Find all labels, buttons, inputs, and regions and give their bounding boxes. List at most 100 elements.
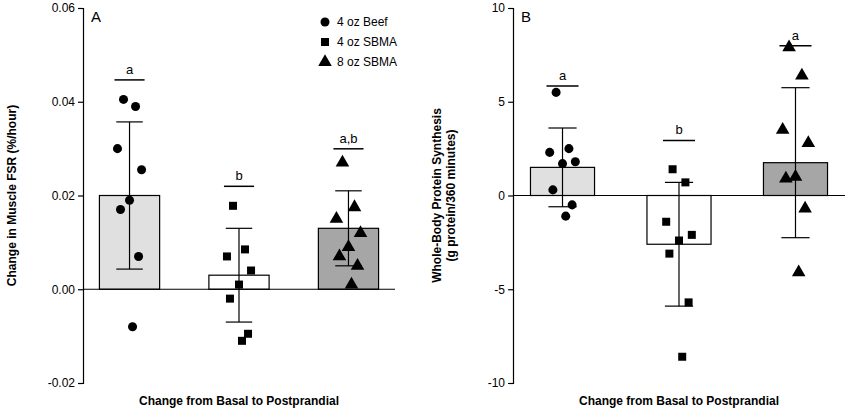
y-axis-title: Change in Muscle FSR (%/hour) <box>5 105 19 286</box>
data-point <box>333 249 347 261</box>
tick: 0 <box>498 189 513 203</box>
data-point <box>545 148 554 157</box>
annotation: a <box>559 68 567 83</box>
data-point <box>675 237 683 245</box>
panel: aba,b-0.020.000.020.040.06AChange from B… <box>5 1 397 408</box>
y-axis-line <box>508 9 514 384</box>
legend-label: 8 oz SBMA <box>337 55 397 69</box>
data-point <box>798 201 812 213</box>
error-cap <box>116 121 142 122</box>
data-point <box>229 202 237 210</box>
data-point <box>247 267 255 275</box>
legend-marker <box>320 17 329 26</box>
tick-mark <box>508 195 513 196</box>
error-cap <box>116 268 142 269</box>
tick-mark <box>78 8 83 9</box>
tick: -0.02 <box>48 376 83 390</box>
legend-label: 4 oz SBMA <box>337 35 397 49</box>
tick-label: -0.02 <box>48 376 76 390</box>
data-point <box>116 205 125 214</box>
legend: 4 oz Beef 4 oz SBMA 8 oz SBMA <box>318 15 397 69</box>
tick-label: 5 <box>498 95 505 109</box>
data-point <box>238 337 246 345</box>
annotation: a <box>126 62 134 77</box>
error-cap <box>548 127 576 128</box>
y-axis: -0.020.000.020.040.06 <box>48 1 84 390</box>
error-cap <box>335 190 361 191</box>
error-bar <box>238 228 239 322</box>
data-point <box>351 258 365 270</box>
tick-mark <box>78 383 83 384</box>
data-point <box>119 95 128 104</box>
data-point <box>128 322 137 331</box>
data-point <box>348 199 362 211</box>
error-bar <box>348 191 349 266</box>
annotation-line <box>333 148 363 150</box>
data-point <box>802 135 816 147</box>
tick-mark <box>78 195 83 196</box>
annotation: b <box>235 168 242 183</box>
tick-label: -10 <box>488 376 506 390</box>
annotation-line <box>663 140 695 142</box>
legend-marker <box>321 38 329 46</box>
tick-label: 0.04 <box>52 95 76 109</box>
tick-label: 0.02 <box>52 189 76 203</box>
data-point <box>134 252 143 261</box>
tick: 0.00 <box>52 283 83 297</box>
data-point <box>558 159 567 168</box>
error-cap <box>226 228 252 229</box>
data-point <box>776 122 790 134</box>
annotation: b <box>675 122 682 137</box>
tick-mark <box>508 383 513 384</box>
plot-area <box>530 40 827 361</box>
legend-marker <box>318 54 332 66</box>
data-point <box>125 196 134 205</box>
data-point <box>345 277 359 289</box>
data-point <box>688 231 696 239</box>
x-axis-title: Change from Basal to Postprandial <box>579 394 779 408</box>
y-axis-title-line: Change in Muscle FSR (%/hour) <box>5 105 19 286</box>
plot-area <box>99 95 378 345</box>
data-point <box>669 165 677 173</box>
data-point <box>564 144 573 153</box>
y-axis-title-line: Whole-Body Protein Synthesis <box>430 108 444 283</box>
tick: 10 <box>492 1 513 15</box>
data-point <box>779 171 793 183</box>
data-point <box>552 88 561 97</box>
panel-label: A <box>91 8 101 25</box>
tick-mark <box>78 102 83 103</box>
data-point <box>354 225 368 237</box>
error-bar <box>795 88 796 238</box>
panel-label: B <box>521 8 531 25</box>
data-point <box>681 178 689 186</box>
data-point <box>568 200 577 209</box>
tick-mark <box>508 102 513 103</box>
error-bar <box>129 122 130 269</box>
data-point <box>548 185 557 194</box>
tick: 0.02 <box>52 189 83 203</box>
y-axis: -10-50510 <box>488 1 514 390</box>
data-point <box>244 330 252 338</box>
data-point <box>241 245 249 253</box>
data-point <box>795 68 809 80</box>
data-point <box>792 265 806 277</box>
tick-mark <box>508 8 513 9</box>
data-point <box>678 353 686 361</box>
panel: aba-10-50510BChange from Basal to Postpr… <box>430 1 845 408</box>
annotation-line <box>224 186 254 188</box>
data-point <box>137 165 146 174</box>
tick-mark <box>508 289 513 290</box>
tick-mark <box>78 289 83 290</box>
x-axis-title: Change from Basal to Postprandial <box>139 394 339 408</box>
data-point <box>336 155 350 167</box>
annotation: a,b <box>339 131 357 146</box>
error-cap <box>226 321 252 322</box>
annotation-line <box>779 45 811 47</box>
annotation-line <box>114 79 144 81</box>
tick-label: 0.00 <box>52 283 76 297</box>
data-point <box>226 295 234 303</box>
annotation: a <box>792 28 800 43</box>
data-point <box>223 252 231 260</box>
figure: aba,b-0.020.000.020.040.06AChange from B… <box>0 0 860 412</box>
legend-label: 4 oz Beef <box>337 15 388 29</box>
